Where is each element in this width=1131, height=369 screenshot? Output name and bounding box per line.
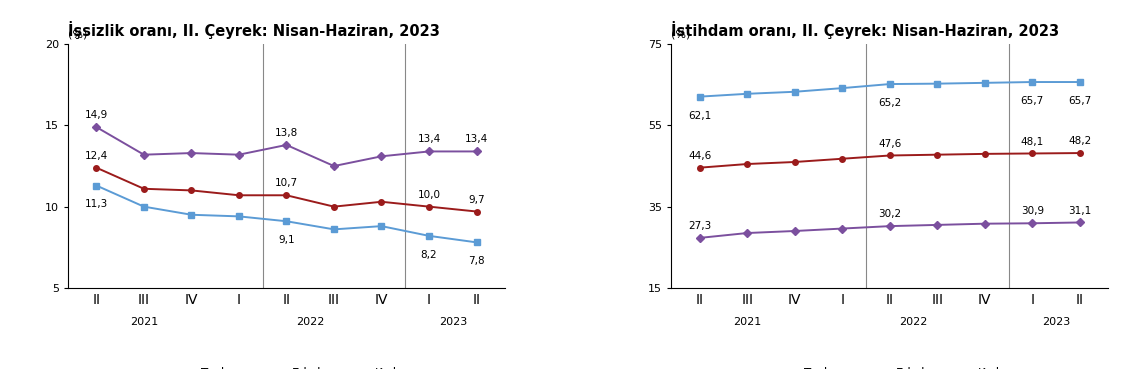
Text: 2021: 2021 — [733, 317, 761, 327]
Text: 12,4: 12,4 — [85, 151, 107, 161]
Text: 10,0: 10,0 — [417, 190, 440, 200]
Legend: Toplam, Erkek, Kadın: Toplam, Erkek, Kadın — [161, 362, 413, 369]
Text: 11,3: 11,3 — [85, 199, 107, 210]
Text: 14,9: 14,9 — [85, 110, 107, 120]
Text: 13,8: 13,8 — [275, 128, 299, 138]
Text: İşsizlik oranı, II. Çeyrek: Nisan-Haziran, 2023: İşsizlik oranı, II. Çeyrek: Nisan-Hazira… — [68, 21, 440, 39]
Text: 44,6: 44,6 — [688, 151, 711, 161]
Text: 65,2: 65,2 — [878, 98, 901, 108]
Text: 30,9: 30,9 — [1021, 206, 1044, 216]
Text: 7,8: 7,8 — [468, 256, 485, 266]
Text: 65,7: 65,7 — [1020, 96, 1044, 106]
Text: İstihdam oranı, II. Çeyrek: Nisan-Haziran, 2023: İstihdam oranı, II. Çeyrek: Nisan-Hazira… — [671, 21, 1060, 39]
Text: 2022: 2022 — [296, 317, 325, 327]
Legend: Toplam, Erkek, Kadın: Toplam, Erkek, Kadın — [763, 362, 1016, 369]
Text: 27,3: 27,3 — [688, 221, 711, 231]
Text: 31,1: 31,1 — [1069, 206, 1091, 215]
Text: 9,7: 9,7 — [468, 194, 485, 204]
Text: 13,4: 13,4 — [417, 134, 441, 145]
Text: 9,1: 9,1 — [278, 235, 295, 245]
Text: 30,2: 30,2 — [878, 209, 901, 219]
Text: 48,1: 48,1 — [1020, 137, 1044, 146]
Text: 10,7: 10,7 — [275, 178, 299, 188]
Text: 2022: 2022 — [899, 317, 927, 327]
Text: (%): (%) — [671, 30, 691, 39]
Text: 48,2: 48,2 — [1069, 136, 1091, 146]
Text: 2021: 2021 — [130, 317, 158, 327]
Text: 13,4: 13,4 — [465, 134, 489, 145]
Text: 62,1: 62,1 — [688, 111, 711, 121]
Text: 65,7: 65,7 — [1069, 96, 1091, 106]
Text: 2023: 2023 — [1042, 317, 1070, 327]
Text: 47,6: 47,6 — [878, 138, 901, 149]
Text: 2023: 2023 — [439, 317, 467, 327]
Text: (%): (%) — [68, 30, 87, 39]
Text: 8,2: 8,2 — [421, 250, 438, 260]
